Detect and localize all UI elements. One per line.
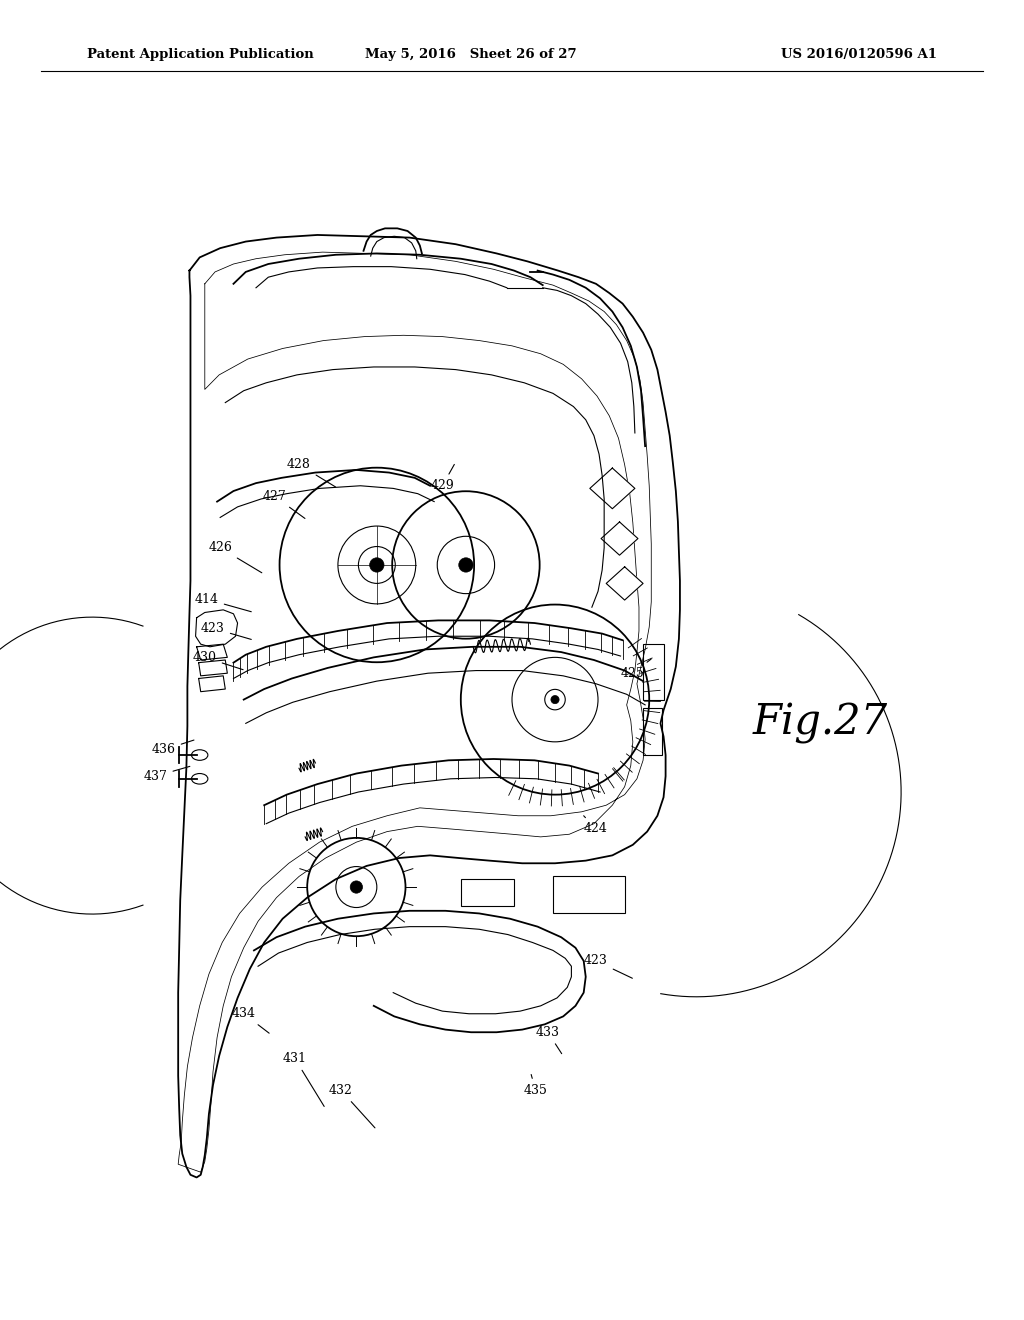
Circle shape xyxy=(551,696,559,704)
Text: 424: 424 xyxy=(584,816,608,836)
Text: 414: 414 xyxy=(195,593,251,611)
Bar xyxy=(643,708,662,755)
Circle shape xyxy=(370,558,384,572)
Polygon shape xyxy=(178,235,680,1177)
Text: 436: 436 xyxy=(152,741,194,756)
Polygon shape xyxy=(590,469,635,508)
Text: 433: 433 xyxy=(536,1026,562,1053)
Text: 425: 425 xyxy=(621,659,651,680)
Text: Patent Application Publication: Patent Application Publication xyxy=(87,48,313,61)
Text: 423: 423 xyxy=(201,622,251,639)
Text: 434: 434 xyxy=(231,1007,269,1034)
Polygon shape xyxy=(606,566,643,601)
Bar xyxy=(643,644,664,700)
Text: 423: 423 xyxy=(584,954,633,978)
Circle shape xyxy=(459,558,473,572)
Text: 426: 426 xyxy=(208,541,262,573)
Text: May 5, 2016   Sheet 26 of 27: May 5, 2016 Sheet 26 of 27 xyxy=(366,48,577,61)
Polygon shape xyxy=(199,660,227,676)
Polygon shape xyxy=(196,610,238,647)
Polygon shape xyxy=(197,644,227,660)
Text: 431: 431 xyxy=(283,1052,325,1106)
Polygon shape xyxy=(199,676,225,692)
Bar xyxy=(461,879,514,906)
Text: 437: 437 xyxy=(143,767,189,783)
Text: 429: 429 xyxy=(430,465,455,492)
Text: 427: 427 xyxy=(262,490,305,519)
Circle shape xyxy=(350,880,362,894)
Text: 432: 432 xyxy=(329,1084,375,1127)
Text: 428: 428 xyxy=(287,458,336,487)
Text: Fig.27: Fig.27 xyxy=(753,702,888,744)
Text: US 2016/0120596 A1: US 2016/0120596 A1 xyxy=(781,48,937,61)
Bar xyxy=(553,876,625,913)
Text: 435: 435 xyxy=(523,1074,548,1097)
Text: 430: 430 xyxy=(193,651,243,669)
Polygon shape xyxy=(601,521,638,556)
